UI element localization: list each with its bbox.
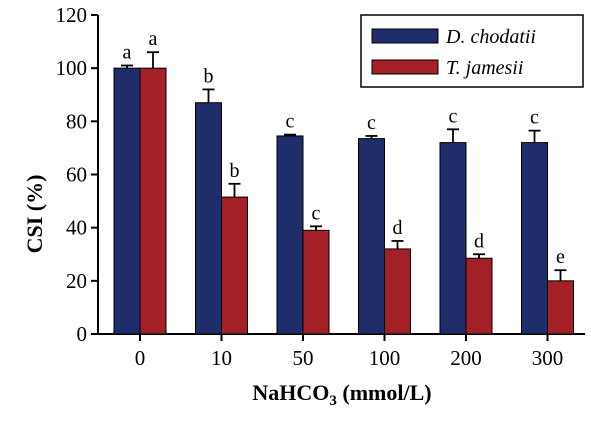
- y-tick-label: 100: [56, 56, 88, 80]
- significance-label: e: [556, 246, 565, 268]
- bar: [521, 142, 548, 335]
- legend: D. chodatii T. jamesii: [360, 14, 584, 88]
- bar: [302, 229, 330, 335]
- bar: [221, 196, 248, 335]
- bar: [439, 142, 467, 335]
- bar: [547, 280, 574, 335]
- y-tick-label: 20: [66, 269, 87, 293]
- significance-label: c: [286, 111, 295, 133]
- y-axis-title: CSI (%): [22, 175, 47, 254]
- significance-labels: aa b b c c c d c d c e: [123, 28, 566, 268]
- legend-label-d-chodatii: D. chodatii: [445, 26, 536, 48]
- y-tick-label: 40: [66, 216, 87, 240]
- bar: [113, 67, 141, 335]
- significance-label: c: [312, 202, 321, 224]
- bar: [276, 135, 304, 335]
- significance-label: c: [367, 112, 376, 134]
- x-tick-label: 300: [532, 346, 564, 370]
- legend-swatch-t-jamesii: [371, 59, 439, 75]
- x-axis-title-unit: (mmol/L): [337, 380, 432, 405]
- significance-label: b: [204, 65, 214, 87]
- x-tick-label: 0: [135, 346, 146, 370]
- axes: 0 20 40 60 80 100 120 0 10 50 100 200 300: [56, 3, 585, 370]
- significance-label: c: [530, 107, 539, 129]
- legend-swatch-d-chodatii: [371, 28, 439, 44]
- x-tick-label: 50: [293, 346, 314, 370]
- y-tick-label: 60: [66, 163, 87, 187]
- x-tick-label: 10: [211, 346, 232, 370]
- significance-label: a: [123, 42, 132, 64]
- x-axis-title-subscript: 3: [329, 393, 337, 409]
- bar: [139, 67, 167, 335]
- bars: [113, 51, 574, 335]
- y-tick-label: 80: [66, 109, 87, 133]
- x-tick-label: 200: [450, 346, 482, 370]
- y-tick-label: 0: [77, 322, 88, 346]
- x-axis-title-main: NaHCO: [252, 380, 329, 405]
- significance-label: c: [449, 105, 458, 127]
- bar: [384, 248, 411, 335]
- significance-label: a: [149, 28, 158, 50]
- legend-label-t-jamesii: T. jamesii: [446, 57, 523, 79]
- x-tick-label: 100: [369, 346, 401, 370]
- bar: [465, 257, 493, 335]
- bar: [358, 138, 385, 335]
- x-axis-title: NaHCO3 (mmol/L): [252, 380, 431, 409]
- significance-label: b: [230, 160, 240, 182]
- legend-box: [360, 14, 584, 88]
- significance-label: d: [393, 217, 403, 239]
- bar: [195, 102, 222, 335]
- significance-label: d: [474, 230, 484, 252]
- y-tick-label: 120: [56, 3, 88, 27]
